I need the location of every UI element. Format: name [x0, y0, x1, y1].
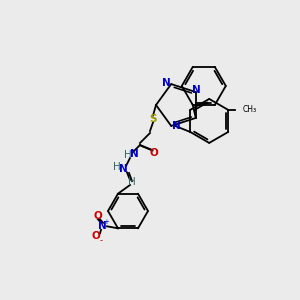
Text: N: N: [172, 121, 181, 131]
Text: N: N: [130, 149, 138, 159]
Text: CH₃: CH₃: [242, 105, 256, 114]
Text: N: N: [162, 78, 171, 88]
Text: N: N: [118, 164, 127, 174]
Text: N: N: [192, 85, 201, 95]
Text: +: +: [103, 219, 109, 225]
Text: O: O: [92, 231, 100, 241]
Text: -: -: [100, 236, 103, 245]
Text: O: O: [150, 148, 158, 158]
Text: H: H: [113, 162, 121, 172]
Text: H: H: [124, 150, 132, 160]
Text: N: N: [98, 221, 106, 231]
Text: H: H: [128, 177, 136, 187]
Text: S: S: [149, 114, 157, 124]
Text: O: O: [94, 211, 102, 221]
